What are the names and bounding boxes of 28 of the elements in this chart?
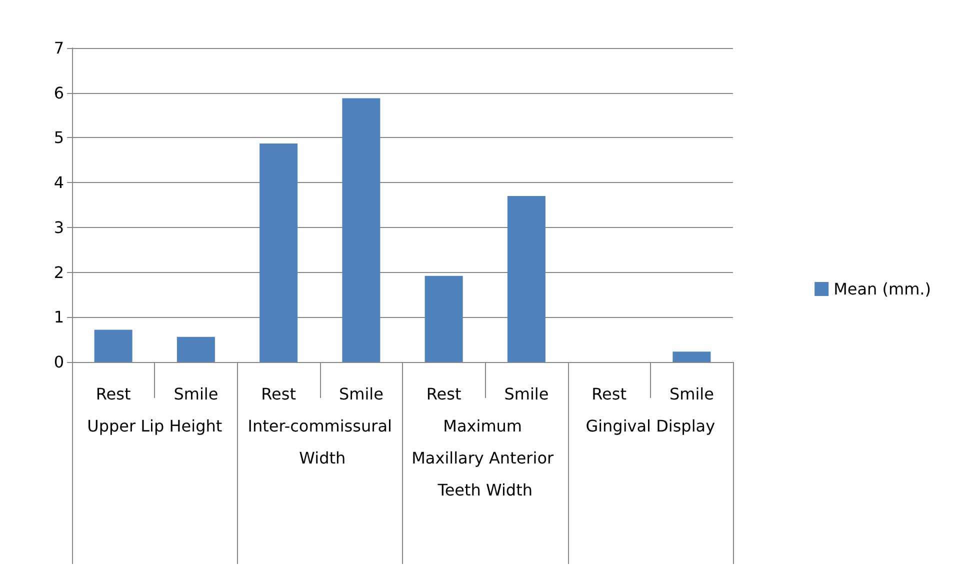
x-tick-label: Smile — [338, 384, 384, 404]
bar — [342, 98, 380, 362]
y-tick-label: 7 — [54, 38, 64, 58]
y-tick-label: 0 — [54, 352, 64, 372]
x-tick-label: Smile — [669, 384, 714, 404]
y-tick-label: 2 — [54, 262, 64, 282]
bar — [672, 352, 711, 362]
bar — [507, 196, 546, 362]
text: Gingival Display — [586, 416, 716, 436]
legend-label: Mean (mm.) — [834, 280, 931, 298]
y-tick-label: 6 — [54, 83, 64, 102]
text: Inter-commissural Width — [248, 416, 392, 468]
bar — [260, 144, 298, 362]
x-tick-label: Rest — [96, 384, 131, 404]
x-tick-label: Smile — [504, 384, 549, 404]
y-tick-label: 5 — [54, 128, 64, 148]
y-tick-label: 1 — [54, 308, 64, 327]
x-tick-label: Rest — [426, 384, 462, 404]
text: Maximum Maxillary Anterior Teeth Width — [412, 416, 559, 500]
bar — [176, 336, 215, 362]
x-tick-label: Rest — [592, 384, 626, 404]
y-tick-label: 3 — [54, 218, 64, 237]
x-tick-label: Rest — [261, 384, 296, 404]
text: Upper Lip Height — [87, 416, 222, 436]
x-tick-label: Smile — [174, 384, 218, 404]
y-tick-label: 4 — [54, 173, 64, 192]
bar — [424, 276, 463, 362]
bar — [94, 330, 132, 362]
